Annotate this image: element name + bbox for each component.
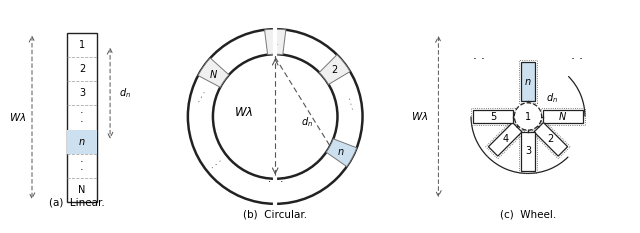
Wedge shape <box>188 29 362 204</box>
Text: $d_n$: $d_n$ <box>545 91 557 105</box>
Text: 1: 1 <box>272 37 278 47</box>
Text: $W\lambda$: $W\lambda$ <box>9 111 27 123</box>
Text: 3: 3 <box>79 88 85 98</box>
Wedge shape <box>326 139 356 167</box>
Text: · ·: · · <box>572 53 584 66</box>
Polygon shape <box>543 110 582 123</box>
Wedge shape <box>319 55 350 84</box>
Wedge shape <box>198 58 229 87</box>
Text: $W\lambda$: $W\lambda$ <box>411 110 429 123</box>
Text: (b)  Circular.: (b) Circular. <box>243 209 307 219</box>
Polygon shape <box>488 123 522 156</box>
Text: 4: 4 <box>502 134 508 144</box>
Text: 5: 5 <box>490 112 496 121</box>
Text: $d_n$: $d_n$ <box>120 86 131 100</box>
Polygon shape <box>522 62 534 101</box>
Text: · · ·: · · · <box>268 177 283 187</box>
Text: $n$: $n$ <box>337 147 345 157</box>
Text: · ·: · · <box>472 53 484 66</box>
Text: $N$: $N$ <box>559 110 568 123</box>
Text: $N$: $N$ <box>209 68 218 80</box>
Circle shape <box>213 54 337 179</box>
Polygon shape <box>522 132 534 171</box>
Text: 2: 2 <box>79 64 85 74</box>
Text: N: N <box>78 185 86 195</box>
Text: ·
·: · · <box>80 108 84 127</box>
Text: 1: 1 <box>525 112 531 121</box>
Polygon shape <box>474 110 513 123</box>
Text: 2: 2 <box>548 134 554 144</box>
Polygon shape <box>534 123 568 156</box>
Bar <box>67 33 97 202</box>
Text: · · ·: · · · <box>196 89 210 105</box>
Text: 3: 3 <box>525 146 531 156</box>
Text: $n$: $n$ <box>78 137 86 147</box>
Text: · · ·: · · · <box>343 96 355 111</box>
Text: (a)  Linear.: (a) Linear. <box>49 198 105 208</box>
Circle shape <box>515 103 541 130</box>
Text: · · ·: · · · <box>210 157 226 172</box>
Text: $W\lambda$: $W\lambda$ <box>234 106 253 119</box>
Text: (c)  Wheel.: (c) Wheel. <box>500 209 556 219</box>
Bar <box>67 130 97 154</box>
Text: 1: 1 <box>79 40 85 50</box>
Wedge shape <box>264 29 286 55</box>
Text: ·
·: · · <box>80 157 84 175</box>
Text: $d_n$: $d_n$ <box>301 116 313 130</box>
Text: $n$: $n$ <box>524 77 532 87</box>
Text: 2: 2 <box>331 65 337 75</box>
